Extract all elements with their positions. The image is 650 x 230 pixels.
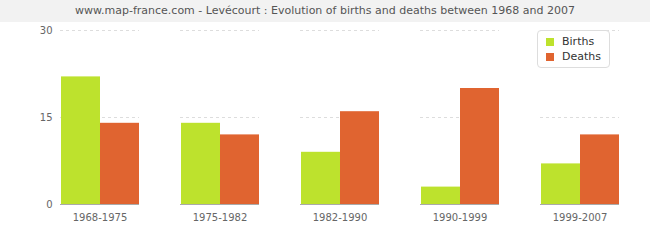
- html-text:Deaths: Deaths: [562, 50, 601, 63]
- svg-text:1968-1975: 1968-1975: [73, 212, 128, 223]
- svg-text:0: 0: [46, 199, 52, 210]
- svg-text:30: 30: [40, 25, 53, 36]
- html-text:www.map-france.com - Levécourt: www.map-france.com - Levécourt : Evoluti…: [75, 4, 575, 17]
- svg-text:1982-1990: 1982-1990: [313, 212, 368, 223]
- svg-text:1975-1982: 1975-1982: [193, 212, 248, 223]
- html-text:Births: Births: [562, 35, 595, 48]
- svg-text:15: 15: [40, 112, 53, 123]
- svg-text:1999-2007: 1999-2007: [553, 212, 608, 223]
- svg-text:1990-1999: 1990-1999: [433, 212, 488, 223]
